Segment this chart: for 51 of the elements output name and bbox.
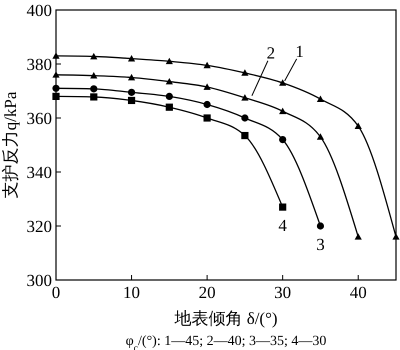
y-tick-label: 360	[26, 108, 52, 128]
series-label: 4	[278, 216, 288, 236]
series-label: 3	[316, 234, 325, 254]
point	[128, 74, 136, 80]
y-tick-label: 380	[26, 54, 52, 74]
point	[204, 83, 211, 90]
x-tick-label: 30	[274, 283, 292, 302]
y-tick-label: 300	[26, 270, 52, 290]
text: 2	[266, 44, 276, 63]
point	[279, 79, 286, 86]
y-tick-label: 340	[26, 162, 52, 182]
point	[204, 100, 211, 108]
point	[128, 88, 136, 96]
point	[128, 55, 136, 62]
point	[90, 52, 98, 60]
point	[316, 96, 324, 102]
point	[204, 114, 211, 122]
x-tick-label: 0	[52, 283, 60, 302]
point	[90, 93, 98, 101]
point	[52, 84, 60, 92]
point	[204, 62, 211, 68]
point	[241, 114, 248, 122]
point	[316, 133, 324, 140]
point	[52, 52, 60, 59]
point	[241, 132, 248, 140]
series-label: 1	[295, 42, 304, 61]
point	[279, 108, 286, 114]
x-tick-label: 10	[123, 283, 140, 302]
y-axis-title: 支护反力q/kPa	[1, 91, 20, 198]
point	[241, 94, 248, 101]
x-tick-label: 40	[350, 283, 367, 302]
point	[52, 92, 60, 100]
point	[166, 92, 173, 100]
point	[90, 85, 98, 92]
point	[279, 204, 286, 211]
point	[279, 136, 286, 144]
point	[392, 233, 400, 240]
y-tick-label: 320	[26, 216, 52, 236]
point	[316, 222, 324, 230]
point	[354, 233, 362, 240]
point	[52, 71, 60, 78]
point	[354, 122, 362, 129]
point	[166, 78, 173, 84]
point	[166, 58, 173, 64]
y-tick-label: 400	[26, 0, 52, 20]
x-tick-label: 20	[198, 283, 216, 302]
x-axis-title: 地表倾角 δ/(°)	[173, 309, 278, 328]
point	[90, 72, 98, 78]
point	[128, 96, 136, 104]
point	[241, 69, 248, 76]
point	[166, 104, 173, 111]
